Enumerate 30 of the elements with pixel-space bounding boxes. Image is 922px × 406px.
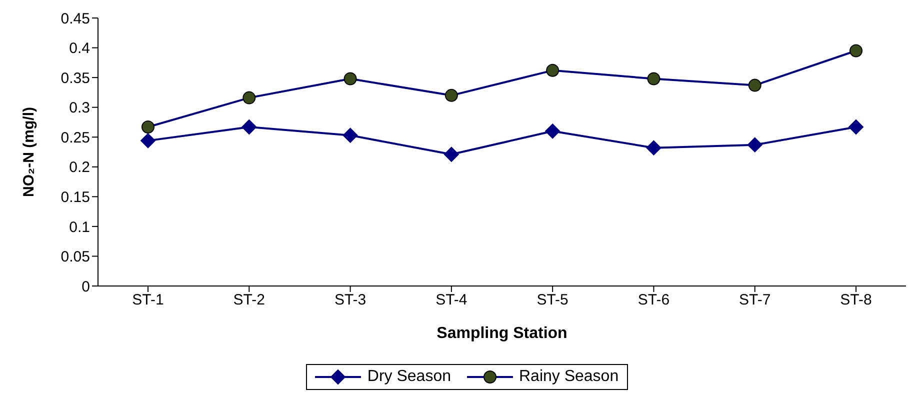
point [848, 119, 864, 134]
point [646, 140, 662, 156]
y-tick-label: 0.05 [60, 248, 90, 266]
point [545, 124, 560, 139]
point [242, 119, 257, 134]
point [444, 146, 459, 162]
point [747, 137, 762, 152]
point [342, 128, 358, 143]
legend-label: Dry Season [366, 368, 451, 386]
x-tick-label: ST-2 [233, 292, 265, 309]
x-tick-label: ST-5 [536, 292, 568, 309]
x-tick-label: ST-4 [436, 292, 468, 309]
y-tick-label: 0.45 [60, 10, 90, 28]
x-tick-label: ST-8 [840, 292, 872, 309]
legend-label: Rainy Season [518, 368, 619, 386]
y-tick-label: 0.35 [60, 70, 90, 87]
y-tick-label: 0.15 [60, 188, 90, 206]
y-tick-label: 0.4 [69, 40, 90, 58]
point [140, 133, 156, 148]
y-tick-label: 0.1 [69, 218, 90, 236]
y-tick-label: 0.3 [69, 100, 90, 117]
x-tick-label: ST-1 [132, 292, 164, 309]
x-tick-label: ST-7 [739, 292, 771, 309]
x-tick-label: ST-6 [638, 292, 670, 309]
x-tick-label: ST-3 [334, 292, 366, 309]
x-axis-title: Sampling Station [436, 325, 568, 342]
y-tick-label: 0.25 [60, 129, 90, 146]
y-axis-title: NO₂-N (mg/l) [20, 107, 38, 197]
y-tick-label: 0.2 [69, 159, 90, 176]
y-tick-label: 0 [82, 278, 90, 296]
